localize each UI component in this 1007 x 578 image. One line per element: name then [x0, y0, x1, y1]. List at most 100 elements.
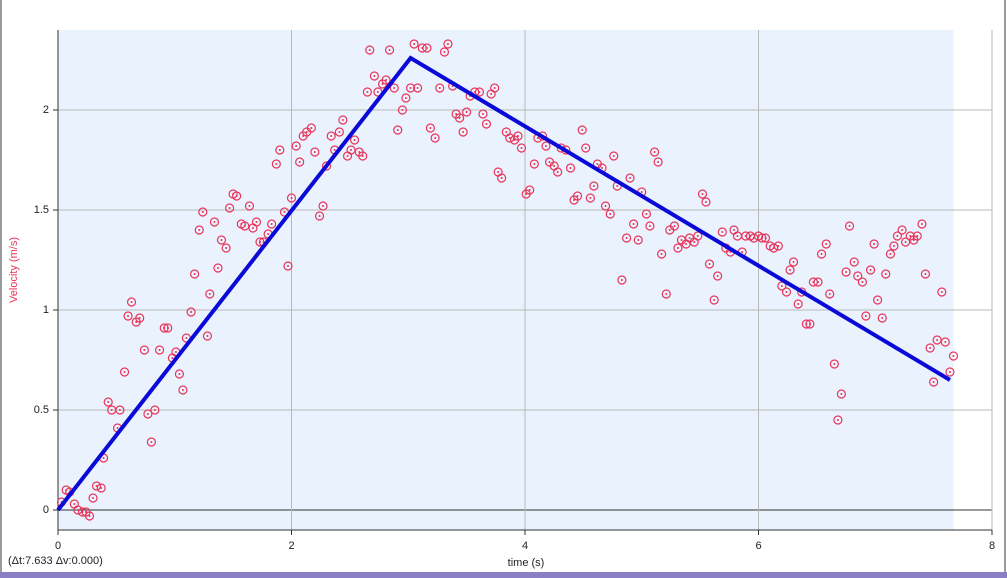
- y-tick-label: 1: [43, 304, 49, 316]
- point-dot: [493, 87, 496, 89]
- point-ring: [365, 45, 375, 55]
- data-point: [295, 157, 305, 167]
- data-point: [589, 181, 599, 191]
- point-dot: [741, 251, 744, 253]
- data-point: [435, 83, 445, 93]
- point-ring: [625, 173, 635, 183]
- point-dot: [920, 223, 923, 225]
- point-dot: [361, 155, 364, 157]
- data-point: [717, 227, 727, 237]
- data-point: [861, 311, 871, 321]
- data-point: [412, 83, 423, 93]
- point-dot: [929, 347, 932, 349]
- point-dot: [102, 457, 105, 459]
- data-point: [271, 159, 281, 169]
- point-ring: [945, 367, 955, 377]
- data-point: [937, 287, 947, 297]
- point-dot: [576, 195, 579, 197]
- point-ring: [633, 235, 643, 245]
- point-ring: [525, 185, 535, 195]
- point-dot: [556, 171, 559, 173]
- point-ring: [885, 249, 896, 259]
- data-point: [565, 163, 576, 173]
- point-dot: [853, 261, 856, 263]
- data-point: [932, 335, 942, 345]
- point-ring: [529, 159, 539, 169]
- data-point: [139, 345, 149, 355]
- data-point: [497, 173, 507, 183]
- point-ring: [389, 83, 399, 93]
- data-point: [318, 201, 328, 211]
- point-ring: [853, 271, 863, 281]
- point-ring: [96, 483, 106, 493]
- point-ring: [186, 307, 196, 317]
- point-dot: [817, 281, 820, 283]
- data-point: [617, 275, 627, 285]
- point-dot: [533, 163, 536, 165]
- data-point: [209, 217, 220, 227]
- point-ring: [589, 181, 599, 191]
- point-ring: [306, 123, 316, 133]
- point-dot: [525, 193, 528, 195]
- data-point: [641, 209, 652, 219]
- data-point: [816, 249, 827, 259]
- point-dot: [166, 327, 169, 329]
- point-dot: [373, 75, 376, 77]
- point-dot: [393, 87, 396, 89]
- point-ring: [541, 141, 551, 151]
- point-dot: [416, 87, 419, 89]
- point-dot: [620, 279, 623, 281]
- data-point: [443, 39, 453, 49]
- point-dot: [290, 197, 293, 199]
- data-point: [397, 105, 408, 115]
- data-point: [781, 287, 792, 297]
- data-point: [462, 107, 472, 117]
- point-ring: [669, 221, 680, 231]
- point-ring: [917, 219, 927, 229]
- point-dot: [589, 197, 592, 199]
- data-point: [693, 231, 703, 241]
- point-ring: [349, 135, 360, 145]
- point-ring: [833, 415, 843, 425]
- point-dot: [721, 231, 724, 233]
- point-ring: [139, 345, 149, 355]
- point-ring: [209, 217, 220, 227]
- plot-area: 0 0.5 1 1.5 2 0 2 4 6 8: [34, 30, 995, 552]
- point-ring: [369, 71, 379, 81]
- data-point: [673, 243, 683, 253]
- point-ring: [474, 87, 485, 97]
- data-point: [96, 483, 106, 493]
- point-ring: [412, 83, 423, 93]
- point-ring: [91, 481, 102, 491]
- point-ring: [422, 43, 432, 53]
- point-ring: [84, 511, 95, 521]
- point-dot: [901, 229, 904, 231]
- point-dot: [657, 161, 660, 163]
- point-dot: [637, 239, 640, 241]
- point-dot: [130, 301, 133, 303]
- point-dot: [350, 149, 353, 151]
- point-ring: [275, 145, 285, 155]
- point-ring: [318, 201, 328, 211]
- x-tick-label: 6: [755, 540, 761, 552]
- data-point: [349, 135, 360, 145]
- point-ring: [841, 267, 851, 277]
- point-ring: [673, 243, 683, 253]
- data-point: [529, 159, 539, 169]
- point-ring: [435, 83, 445, 93]
- point-ring: [178, 385, 188, 395]
- point-dot: [676, 247, 679, 249]
- point-ring: [458, 127, 468, 137]
- point-ring: [251, 217, 262, 227]
- data-point: [853, 271, 863, 281]
- point-dot: [248, 205, 251, 207]
- point-dot: [409, 87, 412, 89]
- data-point: [474, 87, 485, 97]
- data-point: [115, 405, 125, 415]
- point-dot: [716, 275, 719, 277]
- point-dot: [500, 177, 503, 179]
- point-dot: [873, 243, 876, 245]
- data-point: [401, 93, 411, 103]
- data-point: [841, 267, 851, 277]
- point-dot: [592, 185, 595, 187]
